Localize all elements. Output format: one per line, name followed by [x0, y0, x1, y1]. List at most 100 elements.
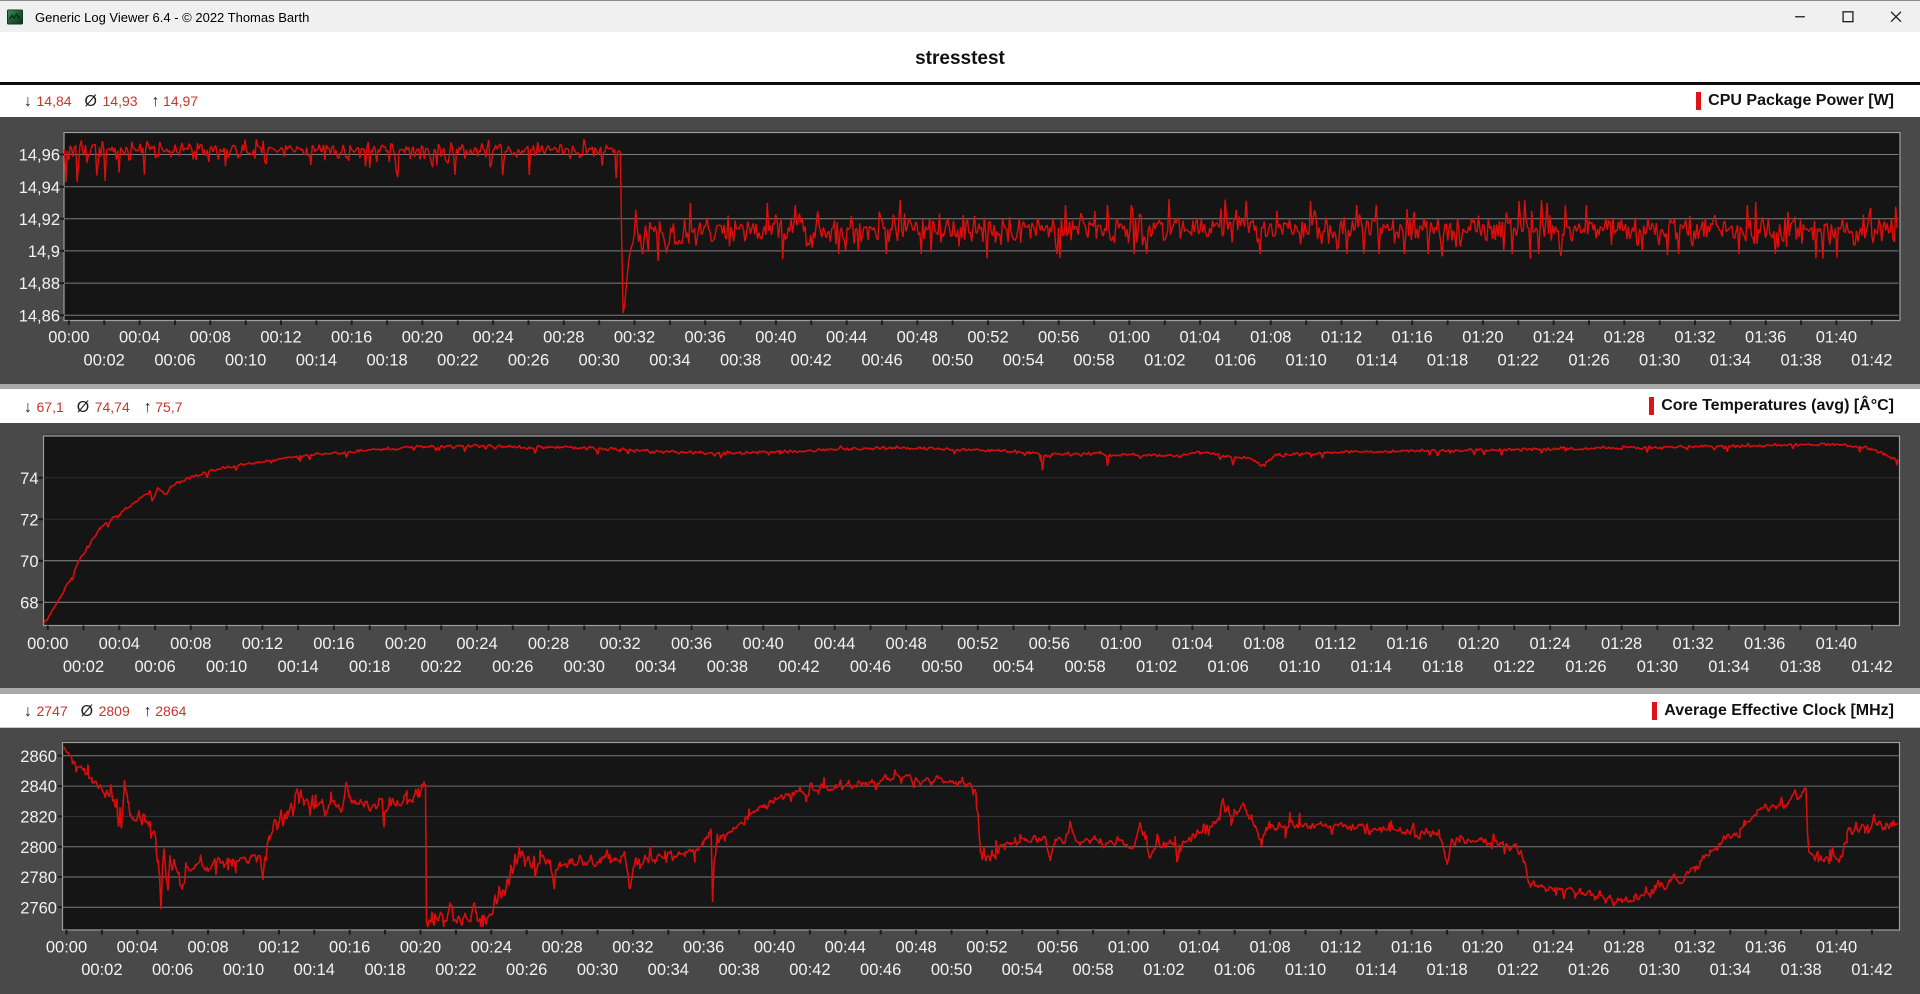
svg-text:01:26: 01:26 — [1568, 351, 1609, 369]
svg-text:00:28: 00:28 — [541, 938, 582, 956]
svg-text:00:04: 00:04 — [119, 328, 160, 346]
svg-text:01:02: 01:02 — [1136, 658, 1177, 676]
svg-text:01:34: 01:34 — [1710, 961, 1751, 979]
svg-text:01:28: 01:28 — [1603, 938, 1644, 956]
svg-text:00:32: 00:32 — [614, 328, 655, 346]
svg-text:00:34: 00:34 — [649, 351, 690, 369]
svg-text:00:16: 00:16 — [313, 635, 354, 653]
svg-text:00:08: 00:08 — [190, 328, 231, 346]
svg-text:14,86: 14,86 — [19, 307, 60, 325]
svg-text:00:16: 00:16 — [329, 938, 370, 956]
svg-text:00:48: 00:48 — [897, 328, 938, 346]
svg-text:01:10: 01:10 — [1285, 961, 1326, 979]
svg-text:00:22: 00:22 — [437, 351, 478, 369]
svg-text:01:00: 01:00 — [1109, 328, 1150, 346]
svg-text:01:02: 01:02 — [1143, 961, 1184, 979]
svg-text:01:30: 01:30 — [1637, 658, 1678, 676]
svg-text:01:08: 01:08 — [1249, 938, 1290, 956]
svg-text:01:06: 01:06 — [1208, 658, 1249, 676]
svg-text:14,88: 14,88 — [19, 275, 60, 293]
svg-text:01:40: 01:40 — [1816, 635, 1857, 653]
svg-text:00:34: 00:34 — [648, 961, 689, 979]
svg-text:01:04: 01:04 — [1179, 328, 1220, 346]
svg-text:01:24: 01:24 — [1533, 328, 1574, 346]
svg-text:01:36: 01:36 — [1744, 635, 1785, 653]
svg-text:00:50: 00:50 — [921, 658, 962, 676]
svg-text:01:38: 01:38 — [1780, 351, 1821, 369]
svg-text:00:06: 00:06 — [134, 658, 175, 676]
svg-text:00:42: 00:42 — [789, 961, 830, 979]
svg-text:00:14: 00:14 — [296, 351, 337, 369]
svg-text:01:28: 01:28 — [1601, 635, 1642, 653]
svg-text:00:52: 00:52 — [967, 328, 1008, 346]
svg-text:00:02: 00:02 — [63, 658, 104, 676]
svg-text:00:08: 00:08 — [170, 635, 211, 653]
svg-text:00:30: 00:30 — [564, 658, 605, 676]
svg-text:01:28: 01:28 — [1604, 328, 1645, 346]
svg-text:00:22: 00:22 — [435, 961, 476, 979]
svg-text:2860: 2860 — [20, 748, 57, 766]
svg-text:01:22: 01:22 — [1498, 351, 1539, 369]
svg-text:01:34: 01:34 — [1710, 351, 1751, 369]
svg-text:00:28: 00:28 — [528, 635, 569, 653]
svg-text:00:36: 00:36 — [671, 635, 712, 653]
svg-text:2780: 2780 — [20, 869, 57, 887]
svg-text:01:02: 01:02 — [1144, 351, 1185, 369]
svg-text:00:14: 00:14 — [277, 658, 318, 676]
svg-text:00:36: 00:36 — [685, 328, 726, 346]
svg-text:00:54: 00:54 — [993, 658, 1034, 676]
svg-text:00:06: 00:06 — [154, 351, 195, 369]
svg-text:01:06: 01:06 — [1215, 351, 1256, 369]
svg-text:00:58: 00:58 — [1064, 658, 1105, 676]
svg-text:00:16: 00:16 — [331, 328, 372, 346]
svg-text:00:10: 00:10 — [206, 658, 247, 676]
svg-text:00:04: 00:04 — [117, 938, 158, 956]
svg-text:01:32: 01:32 — [1674, 328, 1715, 346]
svg-text:00:20: 00:20 — [400, 938, 441, 956]
svg-text:00:44: 00:44 — [826, 328, 867, 346]
svg-text:01:42: 01:42 — [1851, 658, 1892, 676]
svg-text:01:08: 01:08 — [1243, 635, 1284, 653]
svg-text:00:18: 00:18 — [366, 351, 407, 369]
svg-text:01:40: 01:40 — [1816, 328, 1857, 346]
svg-text:01:04: 01:04 — [1172, 635, 1213, 653]
svg-text:00:26: 00:26 — [508, 351, 549, 369]
svg-text:00:46: 00:46 — [861, 351, 902, 369]
svg-text:01:20: 01:20 — [1458, 635, 1499, 653]
svg-text:70: 70 — [20, 553, 38, 571]
svg-text:00:00: 00:00 — [46, 938, 87, 956]
svg-text:00:12: 00:12 — [242, 635, 283, 653]
svg-text:00:42: 00:42 — [791, 351, 832, 369]
svg-text:00:46: 00:46 — [850, 658, 891, 676]
svg-text:01:12: 01:12 — [1321, 328, 1362, 346]
svg-text:2800: 2800 — [20, 839, 57, 857]
svg-text:01:20: 01:20 — [1462, 938, 1503, 956]
svg-text:00:40: 00:40 — [755, 328, 796, 346]
svg-text:01:32: 01:32 — [1674, 938, 1715, 956]
svg-text:00:36: 00:36 — [683, 938, 724, 956]
svg-text:01:10: 01:10 — [1279, 658, 1320, 676]
svg-text:00:54: 00:54 — [1003, 351, 1044, 369]
svg-text:01:24: 01:24 — [1533, 938, 1574, 956]
svg-text:01:16: 01:16 — [1392, 328, 1433, 346]
svg-text:01:40: 01:40 — [1816, 938, 1857, 956]
svg-text:00:38: 00:38 — [720, 351, 761, 369]
svg-text:00:14: 00:14 — [294, 961, 335, 979]
svg-text:01:38: 01:38 — [1780, 961, 1821, 979]
svg-text:00:20: 00:20 — [402, 328, 443, 346]
svg-text:00:40: 00:40 — [743, 635, 784, 653]
svg-text:00:18: 00:18 — [364, 961, 405, 979]
svg-text:01:16: 01:16 — [1391, 938, 1432, 956]
svg-text:14,94: 14,94 — [19, 179, 60, 197]
svg-text:00:04: 00:04 — [99, 635, 140, 653]
svg-text:00:38: 00:38 — [707, 658, 748, 676]
svg-text:00:58: 00:58 — [1072, 961, 1113, 979]
svg-text:01:10: 01:10 — [1286, 351, 1327, 369]
svg-text:01:22: 01:22 — [1494, 658, 1535, 676]
svg-text:00:38: 00:38 — [718, 961, 759, 979]
svg-text:00:22: 00:22 — [421, 658, 462, 676]
svg-text:00:12: 00:12 — [258, 938, 299, 956]
svg-text:00:52: 00:52 — [966, 938, 1007, 956]
svg-text:01:18: 01:18 — [1427, 351, 1468, 369]
svg-text:14,92: 14,92 — [19, 211, 60, 229]
